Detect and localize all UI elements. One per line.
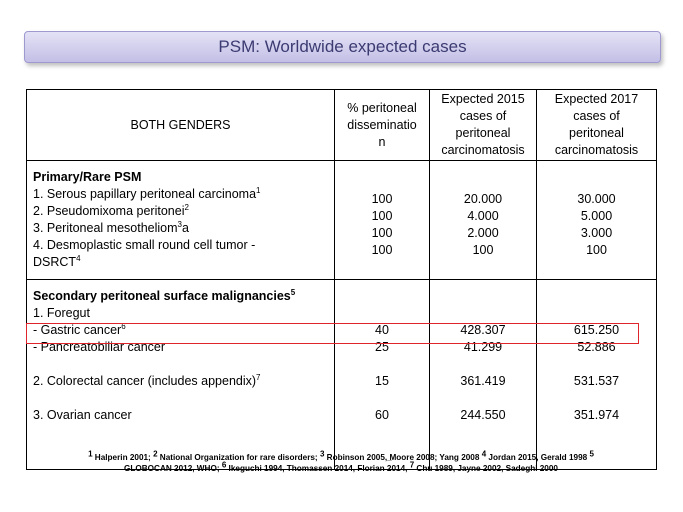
secondary-psm-labels: Secondary peritoneal surface malignancie… bbox=[26, 279, 335, 470]
footnote-line-2: GLOBOCAN 2012, WHO; 6 Ikeguchi 1994, Tho… bbox=[124, 460, 558, 473]
list-item: 3. Peritoneal mesotheliom3a bbox=[33, 219, 189, 235]
header-pct-dissemination: % peritoneal disseminatio n bbox=[334, 89, 430, 161]
primary-2017-values: 30.000 5.000 3.000 100 bbox=[536, 160, 657, 280]
slide-title: PSM: Worldwide expected cases bbox=[24, 31, 661, 63]
primary-pct-values: 100 100 100 100 bbox=[334, 160, 430, 280]
primary-2015-values: 20.000 4.000 2.000 100 bbox=[429, 160, 537, 280]
secondary-psm-section: Secondary peritoneal surface malignancie… bbox=[26, 279, 657, 470]
footnote-line-1: 1 Halperin 2001; 2 National Organization… bbox=[88, 449, 594, 462]
primary-psm-title: Primary/Rare PSM bbox=[33, 170, 142, 184]
list-item: - Gastric cancer6 bbox=[33, 321, 126, 337]
list-item: 1. Serous papillary peritoneal carcinoma… bbox=[33, 185, 261, 201]
list-item: 3. Ovarian cancer bbox=[33, 408, 132, 422]
primary-psm-section: Primary/Rare PSM 1. Serous papillary per… bbox=[26, 160, 657, 280]
expected-cases-table: BOTH GENDERS % peritoneal disseminatio n… bbox=[26, 89, 657, 470]
gastric-cancer-highlight-box bbox=[26, 323, 639, 344]
secondary-psm-title: Secondary peritoneal surface malignancie… bbox=[33, 287, 296, 303]
list-item-continued: DSRCT4 bbox=[33, 253, 81, 269]
header-expected-2017: Expected 2017 cases of peritoneal carcin… bbox=[536, 89, 657, 161]
header-expected-2015: Expected 2015 cases of peritoneal carcin… bbox=[429, 89, 537, 161]
slide-title-text: PSM: Worldwide expected cases bbox=[218, 37, 467, 56]
secondary-2015-values: 428.307 41.299 361.419 244.550 bbox=[429, 279, 537, 470]
secondary-pct-values: 40 25 15 60 bbox=[334, 279, 430, 470]
list-item: 4. Desmoplastic small round cell tumor - bbox=[33, 238, 256, 252]
list-item: 2. Colorectal cancer (includes appendix)… bbox=[33, 372, 261, 388]
primary-psm-labels: Primary/Rare PSM 1. Serous papillary per… bbox=[26, 160, 335, 280]
references-footnote: 1 Halperin 2001; 2 National Organization… bbox=[26, 449, 656, 474]
secondary-2017-values: 615.250 52.886 531.537 351.974 bbox=[536, 279, 657, 470]
table-header-row: BOTH GENDERS % peritoneal disseminatio n… bbox=[26, 89, 657, 161]
foregut-label: 1. Foregut bbox=[33, 306, 90, 320]
header-both-genders: BOTH GENDERS bbox=[26, 89, 335, 161]
list-item: 2. Pseudomixoma peritonei2 bbox=[33, 202, 189, 218]
